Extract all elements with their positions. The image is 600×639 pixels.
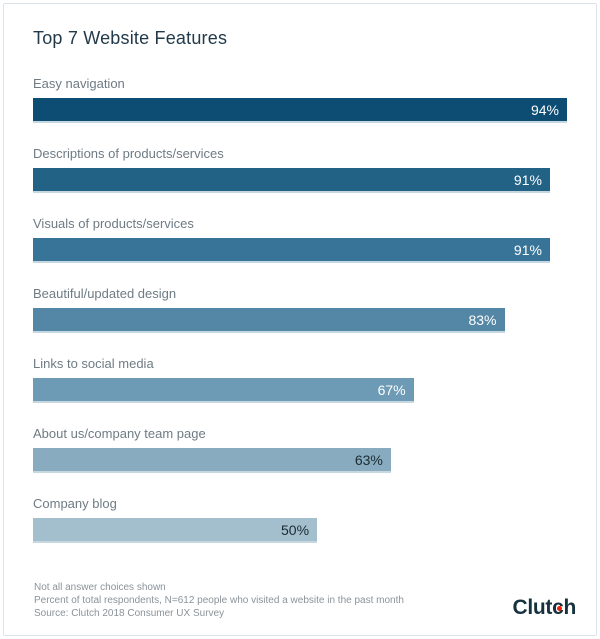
- bar-label: Descriptions of products/services: [33, 146, 224, 161]
- footnote-respondents: Percent of total respondents, N=612 peop…: [34, 595, 404, 606]
- bar-label: Links to social media: [33, 356, 154, 371]
- bar: 50%: [33, 518, 318, 543]
- logo-text-start: Clut: [512, 596, 553, 619]
- chart-title: Top 7 Website Features: [33, 28, 228, 48]
- bar: 91%: [33, 238, 550, 263]
- bar: 83%: [33, 308, 505, 333]
- footer: Not all answer choices shown Percent of …: [34, 581, 576, 620]
- bar-row: About us/company team page 63%: [33, 425, 567, 473]
- bar-label: About us/company team page: [33, 426, 206, 441]
- footnotes: Not all answer choices shown Percent of …: [34, 581, 404, 620]
- footnote-source: Source: Clutch 2018 Consumer UX Survey: [34, 608, 225, 619]
- bar-label: Visuals of products/services: [33, 216, 194, 231]
- bar: 67%: [33, 378, 414, 403]
- bar-value: 91%: [513, 171, 542, 188]
- bar-row: Company blog 50%: [33, 495, 567, 543]
- logo-c-with-dot: c: [552, 596, 564, 620]
- bar-value: 63%: [354, 451, 383, 468]
- bar-label: Beautiful/updated design: [33, 286, 177, 301]
- bar-value: 94%: [530, 101, 559, 118]
- bar: 91%: [33, 168, 550, 193]
- logo-red-dot-icon: [556, 605, 562, 611]
- bar-row: Links to social media 67%: [33, 355, 567, 403]
- bar-row: Easy navigation 94%: [33, 75, 567, 123]
- bar-rows: Easy navigation 94% Descriptions of prod…: [33, 75, 567, 543]
- bar-value: 83%: [468, 311, 497, 328]
- bar: 63%: [33, 448, 391, 473]
- bar: 94%: [33, 98, 567, 123]
- bar-label: Easy navigation: [33, 76, 125, 91]
- bar-row: Visuals of products/services 91%: [33, 215, 567, 263]
- footnote-answer-choices: Not all answer choices shown: [34, 582, 166, 593]
- bar-label: Company blog: [33, 496, 117, 511]
- bar-value: 67%: [377, 381, 406, 398]
- clutch-logo: Clutch: [512, 596, 576, 620]
- bar-value: 91%: [513, 241, 542, 258]
- bar-row: Descriptions of products/services 91%: [33, 145, 567, 193]
- bar-row: Beautiful/updated design 83%: [33, 285, 567, 333]
- logo-text-end: h: [563, 596, 576, 619]
- bar-value: 50%: [281, 521, 310, 538]
- chart-card: Top 7 Website Features Easy navigation 9…: [3, 3, 597, 636]
